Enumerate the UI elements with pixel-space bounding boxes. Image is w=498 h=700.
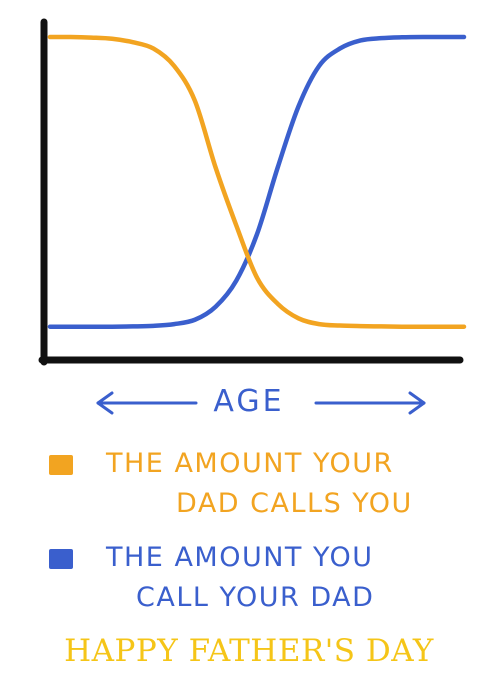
legend-label-you-call-line2: CALL YOUR DAD bbox=[136, 582, 375, 613]
legend-label-dad-calls-line1: THE AMOUNT YOUR bbox=[106, 448, 394, 479]
legend-swatch-you-call bbox=[49, 549, 73, 569]
right-arrow-icon bbox=[408, 391, 426, 415]
legend-swatch-dad-calls bbox=[49, 455, 73, 475]
legend-label-you-call-line1: THE AMOUNT YOU bbox=[106, 542, 374, 573]
series-line-you-call-dad bbox=[47, 34, 467, 329]
series-layer bbox=[47, 34, 467, 329]
x-axis-label: AGE bbox=[213, 384, 285, 419]
greeting-text: HAPPY FATHER'S DAY bbox=[64, 633, 434, 669]
age-arrows bbox=[96, 391, 426, 415]
left-arrow-icon bbox=[96, 391, 114, 415]
age-chart bbox=[38, 18, 467, 415]
legend-label-dad-calls-line2: DAD CALLS YOU bbox=[176, 488, 413, 519]
series-line-dad-calls-you bbox=[47, 34, 467, 329]
